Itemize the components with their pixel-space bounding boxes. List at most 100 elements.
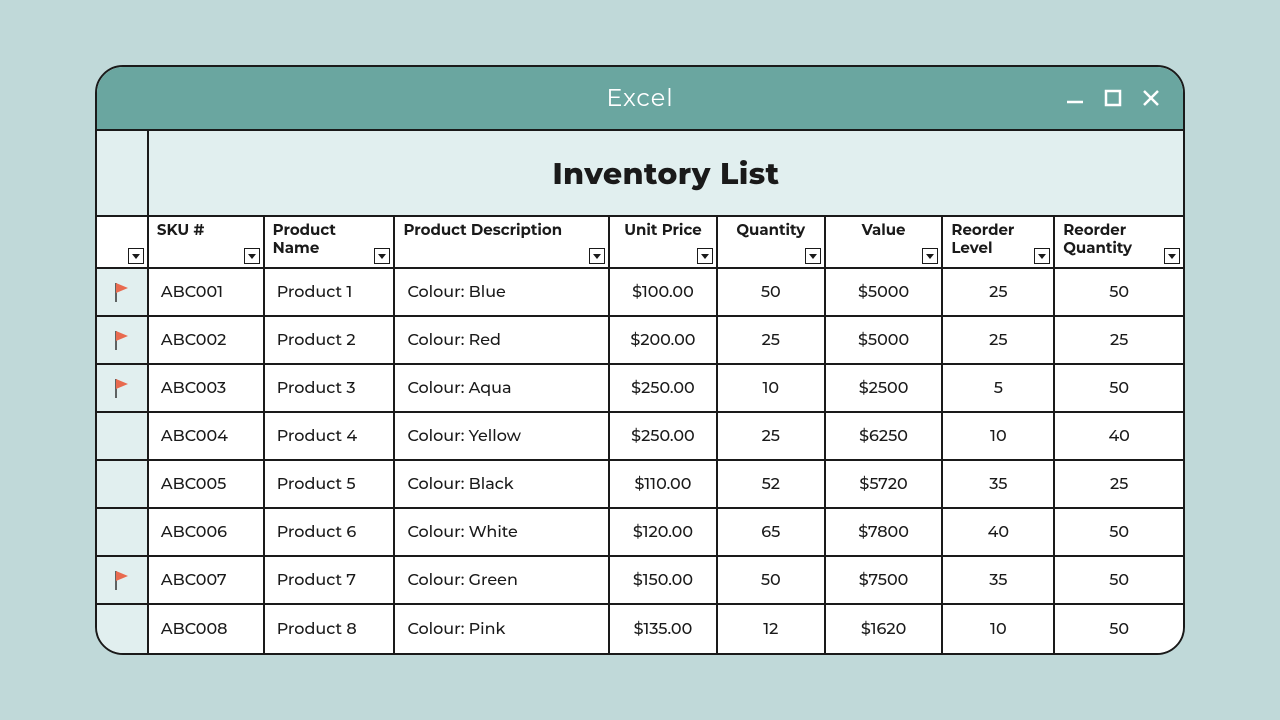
flag-icon [113,329,131,351]
column-header-value[interactable]: Value [826,217,944,269]
row-flag-cell[interactable] [97,557,149,605]
cell-description[interactable]: Colour: Black [395,461,610,509]
row-flag-cell[interactable] [97,269,149,317]
cell-value[interactable]: $7500 [826,557,944,605]
maximize-button[interactable] [1103,88,1123,108]
cell-value[interactable]: $2500 [826,365,944,413]
cell-reorder-level[interactable]: 10 [943,605,1055,653]
cell-product-name[interactable]: Product 7 [265,557,396,605]
cell-product-name[interactable]: Product 5 [265,461,396,509]
row-flag-cell[interactable] [97,605,149,653]
cell-description[interactable]: Colour: Pink [395,605,610,653]
filter-dropdown-icon[interactable] [805,248,821,264]
cell-unit-price[interactable]: $200.00 [610,317,718,365]
filter-dropdown-icon[interactable] [697,248,713,264]
filter-dropdown-icon[interactable] [1164,248,1180,264]
cell-sku[interactable]: ABC002 [149,317,265,365]
row-flag-cell[interactable] [97,365,149,413]
close-button[interactable] [1141,88,1161,108]
cell-unit-price[interactable]: $250.00 [610,413,718,461]
cell-sku[interactable]: ABC004 [149,413,265,461]
table-row: ABC002 Product 2 Colour: Red $200.00 25 … [97,317,1183,365]
cell-description[interactable]: Colour: White [395,509,610,557]
app-title: Excel [606,84,673,113]
column-header-reorder-level[interactable]: Reorder Level [943,217,1055,269]
table-body: ABC001 Product 1 Colour: Blue $100.00 50… [97,269,1183,653]
cell-quantity[interactable]: 10 [718,365,826,413]
cell-sku[interactable]: ABC007 [149,557,265,605]
cell-reorder-level[interactable]: 25 [943,317,1055,365]
filter-dropdown-icon[interactable] [244,248,260,264]
sheet-title-row: Inventory List [97,131,1183,217]
column-header-reorder-quantity[interactable]: Reorder Quantity [1055,217,1183,269]
cell-description[interactable]: Colour: Green [395,557,610,605]
cell-value[interactable]: $5720 [826,461,944,509]
sheet-title-cell[interactable]: Inventory List [149,131,1183,217]
cell-quantity[interactable]: 50 [718,269,826,317]
cell-description[interactable]: Colour: Red [395,317,610,365]
flag-column-header[interactable] [97,217,149,269]
column-header-unit-price[interactable]: Unit Price [610,217,718,269]
cell-product-name[interactable]: Product 6 [265,509,396,557]
corner-cell[interactable] [97,131,149,217]
cell-product-name[interactable]: Product 2 [265,317,396,365]
cell-product-name[interactable]: Product 3 [265,365,396,413]
cell-unit-price[interactable]: $100.00 [610,269,718,317]
filter-dropdown-icon[interactable] [128,248,144,264]
cell-reorder-level[interactable]: 25 [943,269,1055,317]
cell-quantity[interactable]: 50 [718,557,826,605]
cell-reorder-level[interactable]: 35 [943,461,1055,509]
cell-product-name[interactable]: Product 8 [265,605,396,653]
cell-quantity[interactable]: 25 [718,413,826,461]
cell-unit-price[interactable]: $110.00 [610,461,718,509]
filter-dropdown-icon[interactable] [922,248,938,264]
minimize-button[interactable] [1065,88,1085,108]
row-flag-cell[interactable] [97,509,149,557]
cell-description[interactable]: Colour: Yellow [395,413,610,461]
row-flag-cell[interactable] [97,317,149,365]
cell-value[interactable]: $5000 [826,317,944,365]
cell-reorder-qty[interactable]: 50 [1055,509,1183,557]
cell-product-name[interactable]: Product 4 [265,413,396,461]
cell-value[interactable]: $5000 [826,269,944,317]
cell-reorder-level[interactable]: 5 [943,365,1055,413]
cell-unit-price[interactable]: $250.00 [610,365,718,413]
row-flag-cell[interactable] [97,461,149,509]
cell-description[interactable]: Colour: Blue [395,269,610,317]
cell-reorder-qty[interactable]: 25 [1055,461,1183,509]
filter-dropdown-icon[interactable] [1034,248,1050,264]
cell-reorder-qty[interactable]: 50 [1055,269,1183,317]
cell-sku[interactable]: ABC005 [149,461,265,509]
column-header-product-name[interactable]: Product Name [265,217,396,269]
cell-reorder-qty[interactable]: 40 [1055,413,1183,461]
cell-sku[interactable]: ABC003 [149,365,265,413]
cell-reorder-level[interactable]: 35 [943,557,1055,605]
cell-unit-price[interactable]: $120.00 [610,509,718,557]
filter-dropdown-icon[interactable] [374,248,390,264]
cell-sku[interactable]: ABC006 [149,509,265,557]
cell-product-name[interactable]: Product 1 [265,269,396,317]
cell-reorder-qty[interactable]: 25 [1055,317,1183,365]
row-flag-cell[interactable] [97,413,149,461]
cell-reorder-qty[interactable]: 50 [1055,605,1183,653]
cell-quantity[interactable]: 52 [718,461,826,509]
cell-value[interactable]: $1620 [826,605,944,653]
column-header-description[interactable]: Product Description [395,217,610,269]
cell-unit-price[interactable]: $135.00 [610,605,718,653]
cell-sku[interactable]: ABC008 [149,605,265,653]
cell-quantity[interactable]: 12 [718,605,826,653]
filter-dropdown-icon[interactable] [589,248,605,264]
cell-quantity[interactable]: 25 [718,317,826,365]
column-header-quantity[interactable]: Quantity [718,217,826,269]
cell-reorder-level[interactable]: 10 [943,413,1055,461]
column-header-sku[interactable]: SKU # [149,217,265,269]
cell-value[interactable]: $6250 [826,413,944,461]
cell-sku[interactable]: ABC001 [149,269,265,317]
cell-unit-price[interactable]: $150.00 [610,557,718,605]
cell-reorder-qty[interactable]: 50 [1055,365,1183,413]
cell-reorder-level[interactable]: 40 [943,509,1055,557]
cell-reorder-qty[interactable]: 50 [1055,557,1183,605]
cell-description[interactable]: Colour: Aqua [395,365,610,413]
cell-value[interactable]: $7800 [826,509,944,557]
cell-quantity[interactable]: 65 [718,509,826,557]
